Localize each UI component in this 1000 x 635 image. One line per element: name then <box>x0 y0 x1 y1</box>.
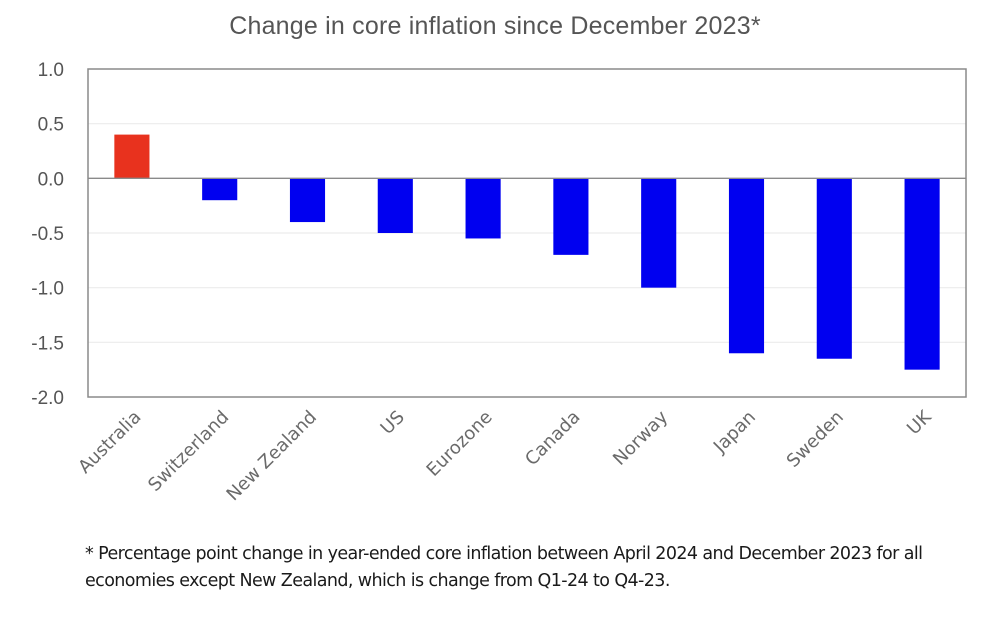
bar-eurozone <box>465 178 501 239</box>
bar-norway <box>641 178 677 288</box>
chart-footnote: * Percentage point change in year-ended … <box>85 544 923 591</box>
x-tick-label: Eurozone <box>423 407 497 481</box>
y-tick-label: -2.0 <box>31 388 64 409</box>
bars <box>114 134 940 370</box>
x-tick-label: Norway <box>609 406 672 469</box>
bar-uk <box>904 178 940 370</box>
x-tick-label: Canada <box>521 407 584 470</box>
x-tick-label: Japan <box>709 407 760 458</box>
plot-area-frame <box>87 68 967 398</box>
y-tick-label: 1.0 <box>38 60 64 81</box>
bar-sweden <box>816 178 852 359</box>
y-tick-label: -1.0 <box>31 279 64 300</box>
bar-japan <box>728 178 765 354</box>
x-tick-label: Switzerland <box>144 407 233 496</box>
chart-title: Change in core inflation since December … <box>229 12 761 40</box>
x-tick-label: US <box>377 407 409 439</box>
x-tick-label: UK <box>903 406 936 439</box>
bar-canada <box>553 178 589 255</box>
bar-us <box>377 178 413 233</box>
bar-chart: 1.0 0.5 0.0 -0.5 -1.0 -1.5 -2.0 AustraliaSwitz… <box>31 60 967 505</box>
y-tick-label: -0.5 <box>31 224 64 245</box>
y-tick-label: -1.5 <box>31 333 64 354</box>
x-tick-label: Sweden <box>783 407 848 472</box>
x-tick-label: Australia <box>74 407 145 478</box>
bar-australia <box>114 134 150 179</box>
bar-switzerland <box>202 178 238 201</box>
bar-new-zealand <box>289 178 326 223</box>
y-tick-label: 0.0 <box>38 169 64 190</box>
x-tick-label: New Zealand <box>223 407 321 505</box>
y-tick-label: 0.5 <box>38 115 64 136</box>
y-axis-tick-labels: 1.0 0.5 0.0 -0.5 -1.0 -1.5 -2.0 <box>31 60 64 409</box>
